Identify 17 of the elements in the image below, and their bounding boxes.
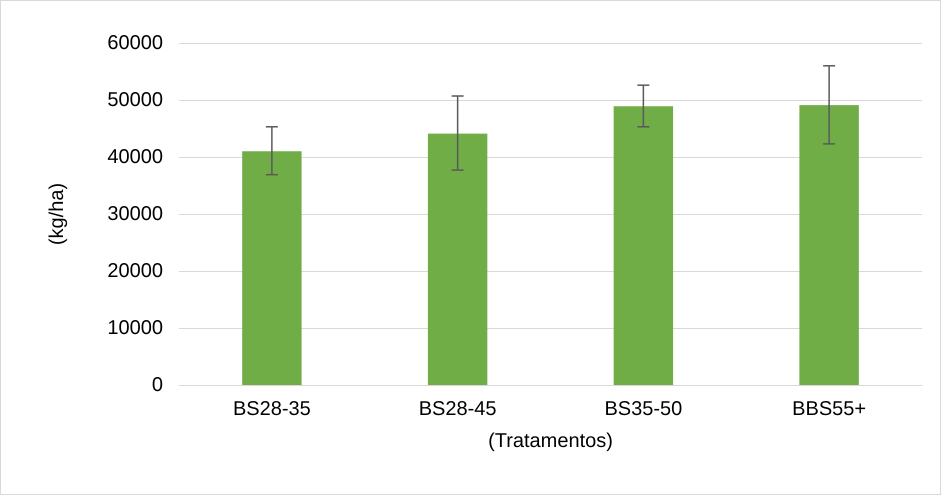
y-axis-title: (kg/ha) [46, 182, 68, 246]
bar [614, 106, 674, 385]
bar [242, 151, 302, 385]
y-tick-label: 30000 [107, 203, 163, 225]
x-tick-label: BS35-50 [604, 398, 682, 420]
y-tick-label: 10000 [107, 317, 163, 339]
x-tick-label: BS28-45 [418, 398, 497, 420]
x-tick-label: BS28-35 [232, 398, 311, 420]
x-axis-title: (Tratamentos) [488, 430, 613, 452]
bar [428, 134, 488, 385]
x-tick-label: BBS55+ [792, 398, 866, 420]
y-tick-label: 40000 [107, 146, 163, 168]
y-tick-label: 0 [152, 374, 163, 396]
y-tick-label: 20000 [107, 260, 163, 282]
y-tick-label: 50000 [107, 89, 163, 111]
y-tick-label: 60000 [107, 32, 163, 54]
bar [799, 105, 859, 385]
